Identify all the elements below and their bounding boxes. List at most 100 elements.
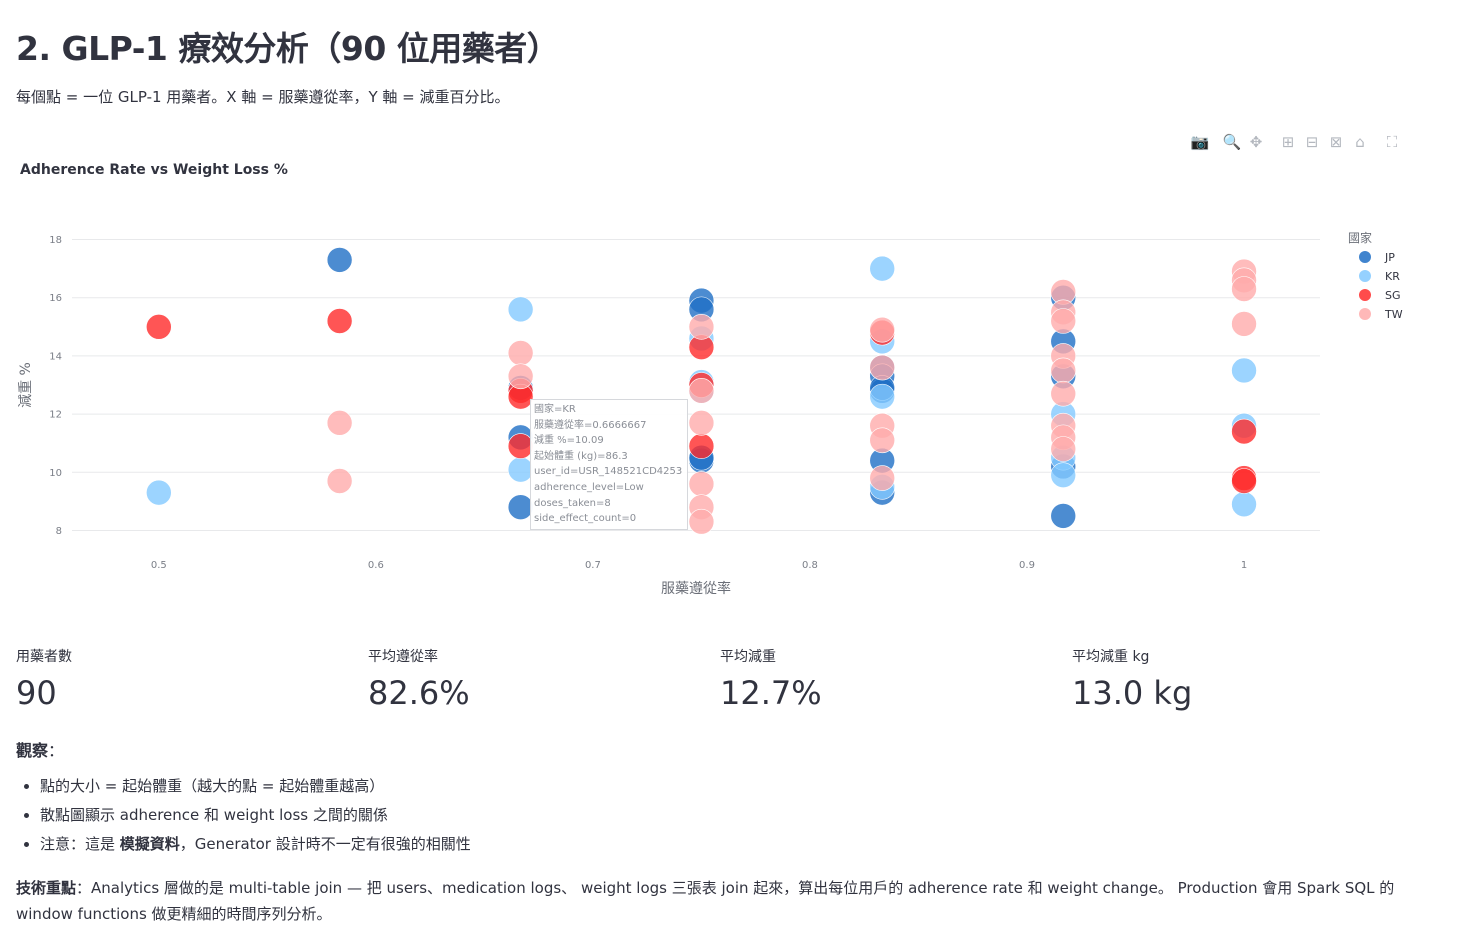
- data-point: [326, 308, 353, 334]
- tooltip-line: 減重 %=10.09: [534, 435, 604, 447]
- metric-weight-loss-pct: 平均減重 12.7%: [720, 646, 822, 712]
- tooltip-line: 服藥遵從率=0.6666667: [534, 419, 647, 431]
- data-point: [1050, 436, 1077, 462]
- data-point: [1050, 380, 1077, 407]
- data-point: [1231, 311, 1257, 337]
- tech-label: 技術重點: [16, 879, 77, 897]
- legend-label: JP: [1384, 251, 1395, 264]
- pan-icon[interactable]: ✥: [1249, 133, 1263, 151]
- data-point: [146, 479, 172, 506]
- data-point: [1231, 468, 1257, 494]
- legend-label: TW: [1384, 308, 1403, 321]
- list-item: 注意：這是 模擬資料，Generator 設計時不一定有很強的相關性: [40, 830, 471, 859]
- metric-value: 90: [16, 674, 57, 712]
- observations-colon: ：: [48, 741, 65, 760]
- metric-label: 平均遵從率: [368, 649, 438, 665]
- y-tick-label: 8: [56, 526, 62, 537]
- chart-svg[interactable]: 8 10 12 14 16 18 0.5 0.6 0.7 0.8 0.9 1 服藥遵從率 減重 % 國家 JP…: [0, 150, 1420, 620]
- tech-note: 技術重點：Analytics 層做的是 multi-table join — 把…: [16, 875, 1416, 927]
- data-point: [326, 468, 353, 494]
- x-tick-label: 0.7: [585, 560, 601, 571]
- data-point: [688, 378, 715, 404]
- x-tick-label: 0.6: [368, 560, 384, 571]
- hover-tooltip: 國家=KR 服藥遵從率=0.6666667 減重 %=10.09 起始體重 (k…: [530, 399, 688, 530]
- y-tick-label: 16: [49, 293, 62, 304]
- legend-marker: [1359, 308, 1371, 320]
- tooltip-line: 起始體重 (kg)=86.3: [534, 450, 628, 462]
- data-point: [688, 508, 715, 535]
- observations-title: 觀察: [16, 741, 49, 760]
- data-point: [1231, 357, 1257, 384]
- data-point: [869, 427, 896, 454]
- zoom-out-icon[interactable]: ⊟: [1305, 133, 1319, 151]
- chart-title: Adherence Rate vs Weight Loss %: [20, 162, 288, 178]
- data-point: [326, 410, 353, 436]
- data-point: [688, 410, 715, 436]
- data-point: [869, 354, 896, 381]
- data-point: [869, 383, 896, 410]
- metric-weight-loss-kg: 平均減重 kg 13.0 kg: [1072, 646, 1192, 712]
- x-tick-label: 0.9: [1019, 560, 1035, 571]
- metric-label: 用藥者數: [16, 649, 72, 665]
- legend-marker: [1359, 251, 1371, 263]
- data-point: [1231, 276, 1257, 302]
- metric-value: 13.0 kg: [1072, 674, 1193, 712]
- list-item: 散點圖顯示 adherence 和 weight loss 之間的關係: [40, 801, 471, 830]
- tooltip-line: side_effect_count=0: [534, 513, 637, 525]
- x-tick-label: 0.8: [802, 560, 818, 571]
- metric-label: 平均減重: [720, 649, 776, 665]
- scatter-chart: Adherence Rate vs Weight Loss % 8 10 12 14 1…: [0, 150, 1420, 620]
- observations-list: 點的大小 = 起始體重（越大的點 = 起始體重越高） 散點圖顯示 adheren…: [16, 772, 471, 859]
- autoscale-icon[interactable]: ⊠: [1329, 133, 1343, 151]
- page-title: 2. GLP-1 療效分析（90 位用藥者）: [16, 29, 560, 68]
- metric-value: 82.6%: [368, 674, 470, 712]
- y-tick-label: 18: [49, 235, 62, 246]
- y-tick-label: 14: [49, 351, 62, 362]
- note-prefix: 注意：這是: [40, 835, 120, 853]
- y-tick-label: 12: [49, 410, 62, 421]
- page-subtitle: 每個點 = 一位 GLP-1 用藥者。X 軸 = 服藥遵從率，Y 軸 = 減重百…: [16, 88, 510, 106]
- legend-label: KR: [1385, 270, 1400, 283]
- legend-marker: [1359, 289, 1371, 301]
- y-tick-label: 10: [49, 468, 62, 479]
- home-icon[interactable]: ⌂: [1355, 133, 1365, 151]
- note-bold: 模擬資料: [119, 835, 180, 853]
- data-point: [1050, 462, 1077, 488]
- data-point: [1050, 357, 1077, 384]
- metric-adherence: 平均遵從率 82.6%: [368, 646, 470, 712]
- camera-icon[interactable]: 📷: [1190, 133, 1210, 151]
- data-point: [326, 247, 353, 273]
- legend-label: SG: [1385, 289, 1401, 302]
- data-point: [869, 255, 896, 282]
- data-point: [1231, 491, 1257, 518]
- data-point: [688, 471, 715, 497]
- zoom-icon[interactable]: 🔍: [1222, 133, 1242, 151]
- metric-value: 12.7%: [720, 674, 822, 712]
- data-point: [507, 340, 534, 366]
- tooltip-line: adherence_level=Low: [534, 481, 644, 493]
- note-suffix: ，Generator 設計時不一定有很強的相關性: [179, 835, 471, 853]
- tooltip-line: doses_taken=8: [534, 497, 611, 509]
- zoom-in-icon[interactable]: ⊞: [1281, 133, 1295, 151]
- data-point: [869, 316, 896, 343]
- metric-label: 平均減重 kg: [1072, 649, 1150, 665]
- metric-users: 用藥者數 90: [16, 646, 72, 712]
- data-point: [688, 314, 715, 340]
- data-point: [1050, 308, 1077, 334]
- data-point: [1050, 503, 1077, 529]
- tooltip-line: user_id=USR_148521CD4253: [534, 466, 683, 478]
- tech-text: ：Analytics 層做的是 multi-table join — 把 use…: [16, 879, 1395, 923]
- y-axis-title: 減重 %: [17, 362, 34, 408]
- list-item: 點的大小 = 起始體重（越大的點 = 起始體重越高）: [40, 772, 471, 801]
- data-point: [507, 296, 534, 323]
- fullscreen-icon[interactable]: ⛶: [1386, 133, 1398, 151]
- x-axis-title: 服藥遵從率: [661, 580, 731, 597]
- x-tick-label: 0.5: [151, 560, 167, 571]
- data-point: [869, 465, 896, 491]
- data-point: [688, 433, 715, 459]
- data-point: [1231, 418, 1257, 445]
- data-point: [507, 363, 534, 390]
- chart-modebar: 📷 🔍 ✥ ⊞ ⊟ ⊠ ⌂ ⛶: [1188, 132, 1404, 152]
- tooltip-line: 國家=KR: [534, 404, 576, 415]
- legend-title: 國家: [1348, 230, 1372, 245]
